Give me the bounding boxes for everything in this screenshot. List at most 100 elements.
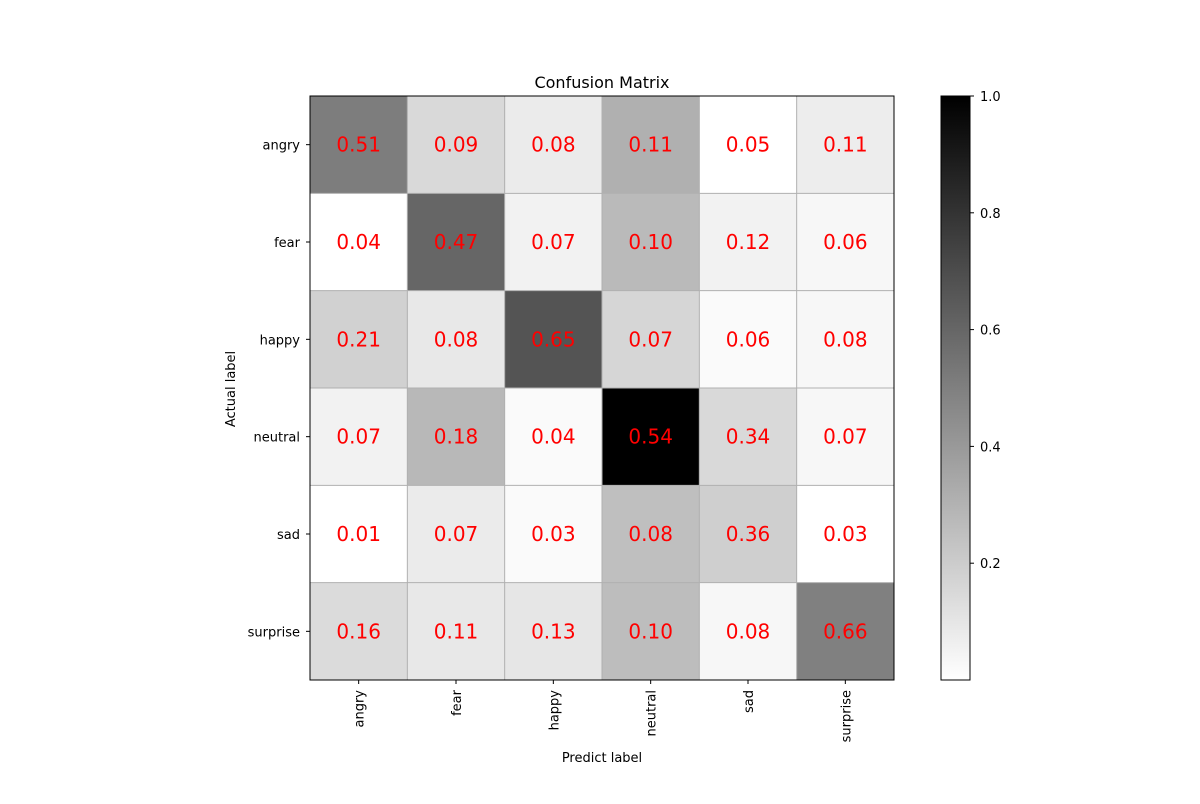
heatmap-cell-angry-neutral [602,96,700,194]
colorbar-tick-label: 0.6 [980,324,1001,339]
cell-label-happy-surprise: 0.08 [823,327,868,351]
cell-label-neutral-surprise: 0.07 [823,425,868,449]
heatmap-cell-fear-fear [407,193,505,291]
heatmap-cell-labels: 0.51 0.09 0.08 0.11 0.05 0.11 0.04 0.47 0.07 0.10… [336,133,867,644]
heatmap-cell-surprise-happy [504,582,602,680]
cell-label-fear-neutral: 0.10 [628,230,673,254]
heatmap-grid [309,95,895,681]
cell-label-surprise-surprise: 0.66 [823,619,868,643]
cell-label-angry-angry: 0.51 [336,133,381,157]
x-tick-label-angry: angry [353,690,368,728]
cell-label-surprise-happy: 0.13 [531,619,576,643]
heatmap-cell-fear-angry [310,193,408,291]
x-tick-label-surprise: surprise [839,690,854,742]
cell-label-fear-happy: 0.07 [531,230,576,254]
heatmap-cell-surprise-angry [310,582,408,680]
cell-label-surprise-sad: 0.08 [726,619,771,643]
heatmap-cell-neutral-neutral [602,388,700,486]
cell-label-surprise-angry: 0.16 [336,619,381,643]
cell-label-happy-neutral: 0.07 [628,327,673,351]
heatmap-cell-neutral-sad [699,388,797,486]
heatmap-cell-surprise-surprise [796,582,894,680]
heatmap-cell-happy-angry [310,290,408,388]
heatmap-cell-angry-happy [504,96,602,194]
plot-frame [309,95,895,681]
cell-label-surprise-fear: 0.11 [434,619,479,643]
cell-label-happy-fear: 0.08 [434,327,479,351]
colorbar-ticks: 0.2 0.4 0.6 0.8 1.0 [970,90,1001,572]
cell-label-neutral-happy: 0.04 [531,425,576,449]
heatmap-cell-happy-fear [407,290,505,388]
cell-label-sad-neutral: 0.08 [628,522,673,546]
heatmap-cell-happy-happy [504,290,602,388]
y-tick-label-happy: happy [260,333,301,348]
x-tick-label-sad: sad [742,690,757,713]
cell-label-neutral-sad: 0.34 [726,425,771,449]
y-tick-label-angry: angry [263,139,301,154]
cell-label-neutral-neutral: 0.54 [628,425,673,449]
cell-label-happy-angry: 0.21 [336,327,381,351]
heatmap-cell-sad-happy [504,485,602,583]
cell-label-fear-angry: 0.04 [336,230,381,254]
cell-label-angry-fear: 0.09 [434,133,479,157]
y-axis-label: Actual label [224,351,239,427]
heatmap-cell-angry-surprise [796,96,894,194]
cell-label-sad-surprise: 0.03 [823,522,868,546]
heatmap-cell-sad-neutral [602,485,700,583]
heatmap-cell-happy-neutral [602,290,700,388]
cell-label-angry-surprise: 0.11 [823,133,868,157]
cell-label-neutral-angry: 0.07 [336,425,381,449]
heatmap-cell-angry-fear [407,96,505,194]
heatmap-cell-fear-surprise [796,193,894,291]
heatmap-cell-sad-surprise [796,485,894,583]
heatmap-cell-happy-sad [699,290,797,388]
heatmap-cell-neutral-surprise [796,388,894,486]
cell-label-surprise-neutral: 0.10 [628,619,673,643]
x-axis: angry fear happy neutral sad surprise [353,680,854,742]
y-tick-label-surprise: surprise [248,625,300,640]
colorbar-tick-label: 1.0 [980,90,1001,105]
heatmap-cell-neutral-angry [310,388,408,486]
heatmap-cell-neutral-happy [504,388,602,486]
x-tick-label-fear: fear [450,689,465,716]
cell-label-sad-sad: 0.36 [726,522,771,546]
y-tick-label-neutral: neutral [254,431,301,446]
cell-label-fear-fear: 0.47 [434,230,479,254]
x-tick-label-happy: happy [547,690,562,731]
cell-label-angry-happy: 0.08 [531,133,576,157]
cell-label-happy-sad: 0.06 [726,327,771,351]
colorbar-tick-label: 0.8 [980,207,1001,222]
heatmap-cells [310,96,894,680]
heatmap-cell-sad-fear [407,485,505,583]
cell-label-sad-angry: 0.01 [336,522,381,546]
cell-label-sad-happy: 0.03 [531,522,576,546]
cell-label-fear-sad: 0.12 [726,230,771,254]
cell-label-happy-happy: 0.65 [531,327,576,351]
chart-title: Confusion Matrix [534,73,669,92]
heatmap-cell-surprise-fear [407,582,505,680]
heatmap-cell-angry-angry [310,96,408,194]
heatmap-cell-fear-happy [504,193,602,291]
colorbar-tick-label: 0.2 [980,557,1001,572]
heatmap-cell-neutral-fear [407,388,505,486]
cell-label-angry-sad: 0.05 [726,133,771,157]
heatmap-cell-sad-angry [310,485,408,583]
heatmap-cell-sad-sad [699,485,797,583]
y-axis: angry fear happy neutral sad surprise [248,139,310,640]
heatmap-cell-fear-neutral [602,193,700,291]
cell-label-neutral-fear: 0.18 [434,425,479,449]
y-tick-label-fear: fear [274,236,301,251]
colorbar [940,95,971,681]
heatmap-cell-happy-surprise [796,290,894,388]
cell-label-angry-neutral: 0.11 [628,133,673,157]
heatmap-cell-angry-sad [699,96,797,194]
colorbar-tick-label: 0.4 [980,440,1001,455]
cell-label-sad-fear: 0.07 [434,522,479,546]
heatmap-cell-surprise-neutral [602,582,700,680]
y-tick-label-sad: sad [277,528,300,543]
x-axis-label: Predict label [562,751,642,766]
x-tick-label-neutral: neutral [645,690,660,737]
cell-label-fear-surprise: 0.06 [823,230,868,254]
